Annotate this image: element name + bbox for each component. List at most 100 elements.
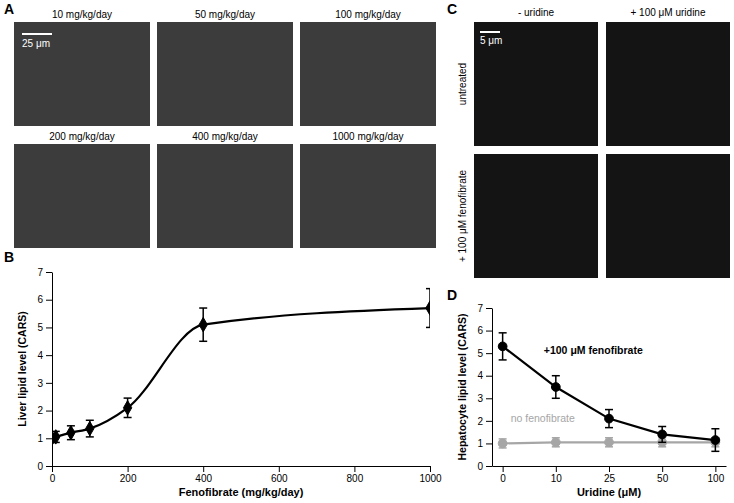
x-tick-mark [503,466,504,472]
y-tick-label: 7 [477,303,483,314]
plot-area [498,333,719,452]
x-tick-label: 100 [708,473,725,484]
x-tick-mark [609,466,610,472]
micrograph [14,144,150,248]
error-bar-cap [552,375,560,377]
error-bar-cap [124,397,132,399]
panel-label: C [447,1,457,17]
marker [711,436,720,445]
error-bar [552,376,560,399]
panel-label: D [447,287,457,303]
x-tick-label: 0 [50,473,56,484]
x-tick-label: 0 [500,473,506,484]
x-tick: 800 [347,466,364,484]
x-tick-mark [556,466,557,472]
error-bar-cap [605,427,613,429]
x-tick-label: 50 [657,473,669,484]
error-bar-cap [426,288,430,290]
x-tick: 0 [500,466,506,484]
y-tick: 3 [37,378,52,389]
x-tick-mark [430,466,431,472]
marker [605,414,614,423]
image-label: 10 mg/kg/day [52,9,112,20]
y-tick: 7 [37,267,52,278]
y-tick-label: 0 [477,461,483,472]
micrograph [14,22,150,126]
marker [658,430,667,439]
y-tick-label: 6 [37,294,43,305]
x-axis: 0 10 25 50 100 [493,466,727,484]
error-bar [124,398,132,417]
error-bar-cap [199,341,207,343]
row-label: untreated [457,63,468,105]
error-bar [499,333,507,360]
x-axis-title: Uridine (μM) [577,486,642,498]
column-label: - uridine [518,7,555,18]
y-tick-mark [486,443,492,444]
y-tick: 2 [37,405,52,416]
y-tick: 3 [477,393,492,404]
y-tick: 1 [477,438,492,449]
y-tick-label: 7 [37,267,43,278]
y-tick-mark [46,438,52,439]
x-tick-label: 200 [120,473,137,484]
micrograph [606,22,730,146]
image-label: 1000 mg/kg/day [332,131,403,142]
scale-bar-label: 25 μm [22,38,50,49]
x-tick-mark [354,466,355,472]
error-bar-cap [199,307,207,309]
figure: ABCD10 mg/kg/day25 μm50 mg/kg/day100 mg/… [0,0,734,503]
y-tick-label: 6 [477,325,483,336]
y-tick-label: 4 [477,370,483,381]
error-bar-cap [124,417,132,419]
y-tick: 5 [37,322,52,333]
marker [123,401,131,415]
y-tick-label: 2 [37,405,43,416]
x-tick-label: 800 [347,473,364,484]
x-tick: 100 [708,466,725,484]
y-tick-label: 3 [37,378,43,389]
y-tick-mark [46,383,52,384]
error-bar-cap [711,428,719,430]
marker [86,421,94,435]
y-tick-mark [486,466,492,467]
scale-bar-label: 5 μm [480,35,502,46]
x-tick-label: 25 [604,473,616,484]
error-bar [658,427,666,443]
x-tick: 200 [120,466,137,484]
scale-bar [22,33,52,35]
y-tick: 4 [37,350,52,361]
error-bar-cap [605,409,613,411]
x-tick-mark [52,466,53,472]
x-tick: 25 [604,466,616,484]
image-label: 400 mg/kg/day [192,131,258,142]
marker [605,438,614,447]
y-tick-mark [486,421,492,422]
x-tick-label: 10 [551,473,563,484]
y-tick-label: 4 [37,350,43,361]
chart: 012345670102550100Uridine (μM)Hepatocyte… [456,303,727,498]
series-label: +100 μM fenofibrate [544,344,643,356]
marker [199,317,207,331]
y-tick-mark [46,355,52,356]
y-tick: 0 [477,461,492,472]
error-bar [426,289,430,328]
y-tick-mark [46,327,52,328]
marker [551,438,560,447]
image-label: 200 mg/kg/day [49,131,115,142]
series-line [503,346,716,440]
x-axis: 0 200 400 600 800 1000 [50,466,442,484]
x-tick-mark [279,466,280,472]
y-tick: 6 [477,325,492,336]
y-tick-mark [486,331,492,332]
x-tick-label: 400 [195,473,212,484]
micrograph [474,22,598,146]
x-tick-mark [128,466,129,472]
image-label: 50 mg/kg/day [195,9,255,20]
x-tick-label: 600 [271,473,288,484]
y-tick: 6 [37,294,52,305]
y-tick-mark [486,398,492,399]
x-tick-label: 1000 [419,473,442,484]
marker [67,426,75,440]
y-axis: 01234567 [37,267,52,472]
